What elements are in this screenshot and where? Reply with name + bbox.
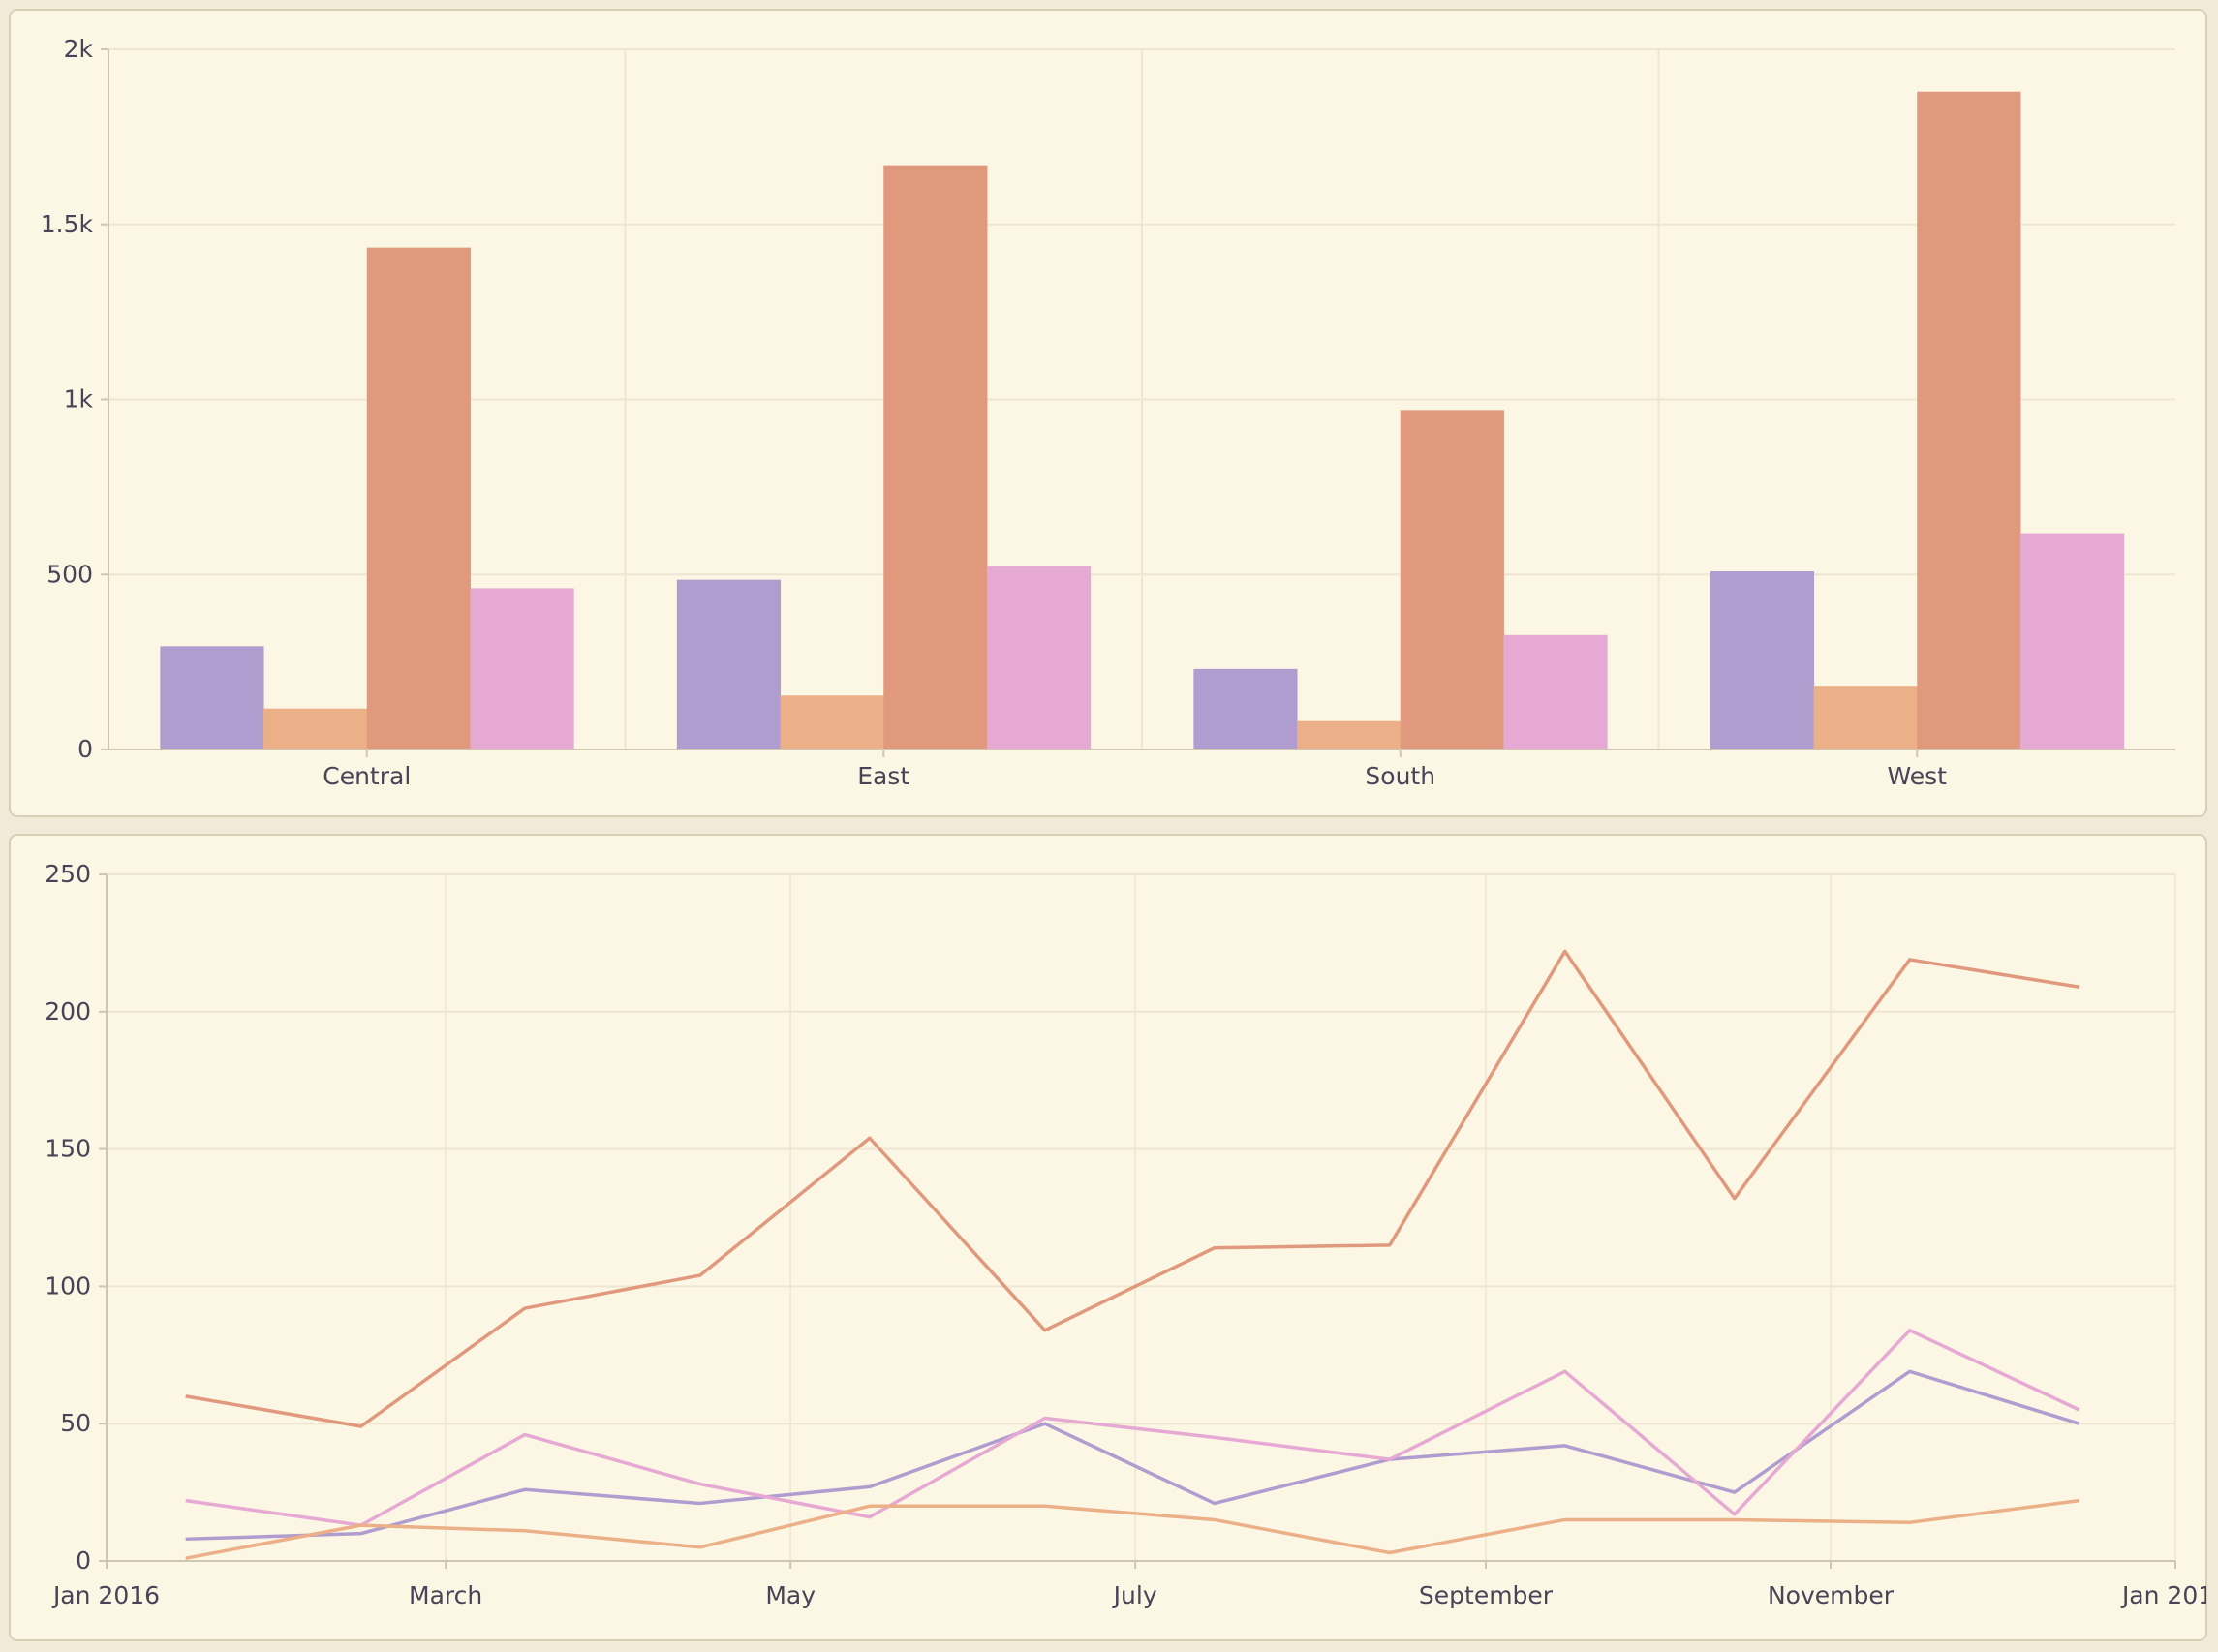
bar-central-series-1	[160, 646, 264, 750]
x-tick-label: West	[1888, 762, 1948, 790]
bar-central-series-3	[366, 247, 471, 750]
x-tick-label: Jan 2017	[2120, 1581, 2218, 1609]
x-tick-label: July	[1112, 1581, 1157, 1609]
y-tick-label: 0	[77, 735, 93, 763]
y-tick-label: 250	[45, 860, 91, 888]
bar-east-series-3	[883, 165, 988, 750]
bar-chart: 0 500 1k 1.5k 2k Central East South West	[41, 35, 2175, 790]
x-tick-label: Jan 2016	[51, 1581, 160, 1609]
bar-west-series-1	[1710, 570, 1815, 750]
y-tick-label: 50	[60, 1409, 91, 1437]
bar-west-series-4	[2019, 533, 2125, 750]
x-tick-label: September	[1419, 1581, 1554, 1609]
y-tick-label: 2k	[64, 35, 94, 63]
line-chart: 0 50 100 150 200 250 Jan 2016 March May July Septe…	[45, 860, 2218, 1609]
line-chart-panel	[9, 834, 2207, 1641]
y-tick-label: 1k	[64, 385, 94, 413]
line-series-4	[185, 1498, 2080, 1560]
y-tick-label: 500	[46, 560, 93, 588]
bar-west-series-2	[1813, 686, 1918, 750]
bar-south-series-3	[1400, 410, 1504, 750]
x-tick-label: March	[409, 1581, 482, 1609]
x-tick-label: May	[765, 1581, 816, 1609]
x-tick-label: South	[1365, 762, 1435, 790]
bar-central-series-4	[470, 588, 574, 750]
bar-south-series-1	[1193, 668, 1298, 750]
bar-south-series-4	[1503, 634, 1608, 750]
bar-south-series-2	[1297, 720, 1402, 750]
line-series-2	[185, 1369, 2080, 1542]
x-tick-label: East	[857, 762, 909, 790]
bar-east-series-2	[780, 695, 884, 750]
y-tick-label: 0	[76, 1546, 91, 1575]
x-tick-label: Central	[323, 762, 411, 790]
y-tick-label: 150	[45, 1135, 91, 1163]
y-tick-label: 200	[45, 997, 91, 1025]
bar-east-series-4	[986, 566, 1092, 750]
line-series-3	[185, 1329, 2080, 1527]
y-tick-label: 1.5k	[41, 210, 94, 238]
line-series-1	[185, 949, 2080, 1428]
x-tick-label: November	[1768, 1581, 1895, 1609]
bar-central-series-2	[263, 708, 368, 750]
bar-east-series-1	[676, 579, 782, 750]
y-tick-label: 100	[45, 1271, 91, 1300]
bar-west-series-3	[1917, 91, 2021, 750]
